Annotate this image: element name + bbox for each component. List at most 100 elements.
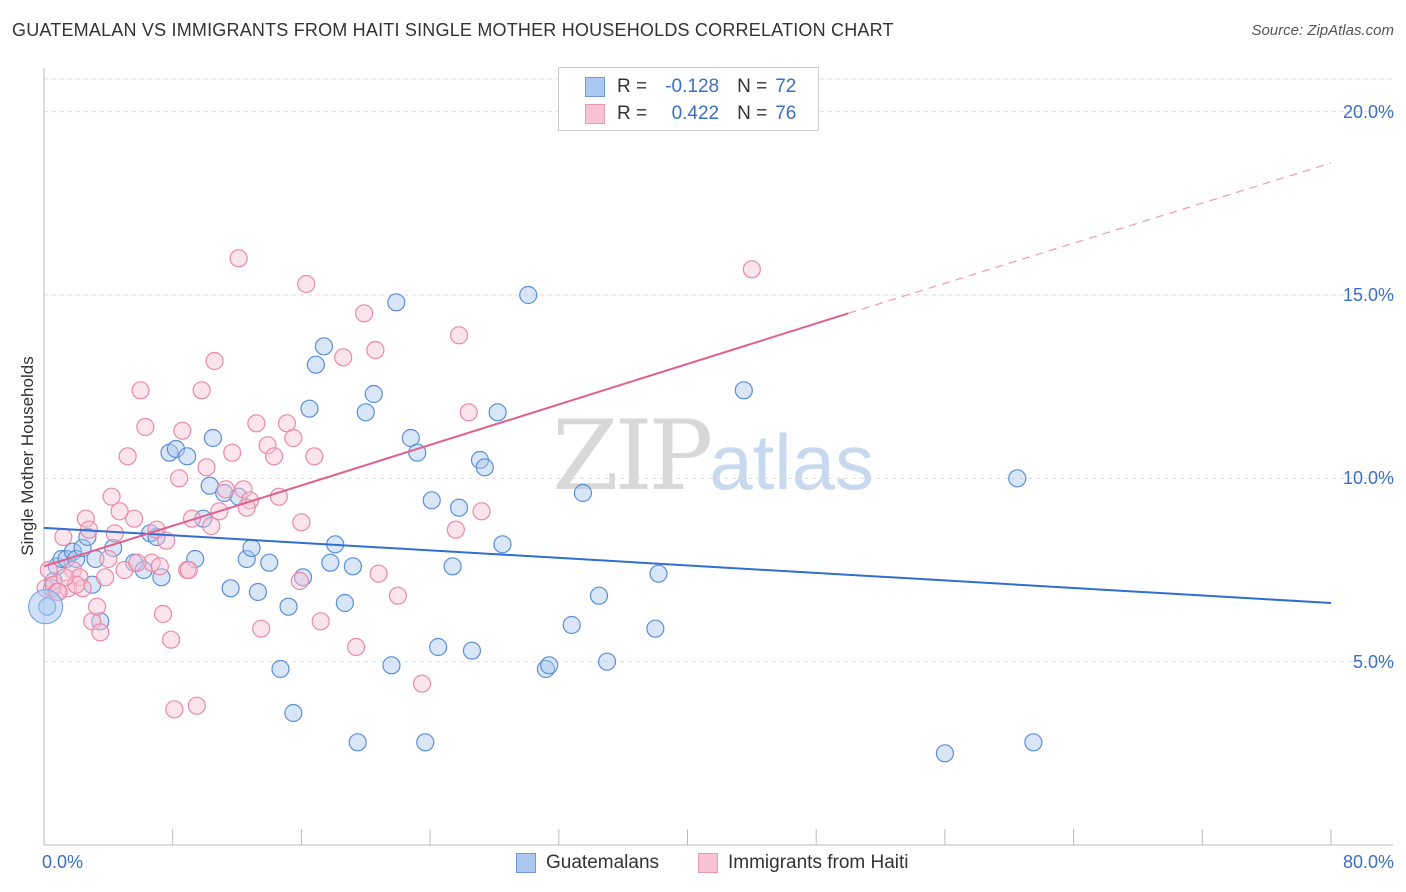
data-point-haiti	[290, 571, 309, 591]
data-point-haiti	[216, 480, 235, 499]
data-point-haiti	[170, 469, 189, 488]
data-point-guatemalans	[475, 458, 494, 477]
data-point-haiti	[252, 619, 271, 638]
bottom-legend-swatch-guatemalans	[516, 853, 536, 873]
data-point-haiti	[292, 513, 311, 532]
data-point-guatemalans	[1024, 733, 1043, 752]
data-point-haiti	[446, 520, 465, 539]
bottom-legend-swatch-haiti	[698, 853, 718, 873]
legend-n-label: N =	[737, 103, 768, 124]
data-point-haiti	[161, 630, 181, 649]
legend-swatch-guatemalans	[585, 77, 605, 97]
source-label: Source: ZipAtlas.com	[1251, 22, 1394, 39]
data-point-guatemalans	[221, 579, 240, 598]
bottom-legend-guatemalans: Guatemalans	[516, 852, 659, 874]
data-point-haiti	[366, 340, 385, 360]
data-point-guatemalans	[493, 535, 512, 554]
chart-title: GUATEMALAN VS IMMIGRANTS FROM HAITI SING…	[12, 20, 894, 40]
data-point-haiti	[99, 549, 118, 569]
data-point-haiti	[258, 436, 277, 455]
data-point-guatemalans	[462, 641, 482, 660]
data-point-haiti	[197, 458, 216, 477]
data-point-guatemalans	[242, 538, 261, 558]
data-point-haiti	[110, 502, 129, 521]
data-point-guatemalans	[364, 384, 383, 404]
data-point-haiti	[91, 623, 110, 642]
data-point-haiti	[355, 304, 374, 323]
trendline-haiti-extension	[848, 162, 1332, 314]
data-point-guatemalans	[78, 527, 97, 547]
data-point-guatemalans	[416, 733, 435, 752]
data-point-guatemalans	[166, 439, 186, 459]
data-point-guatemalans	[573, 483, 593, 503]
data-point-haiti	[269, 487, 288, 506]
data-point-haiti	[234, 480, 253, 499]
data-point-haiti	[87, 597, 107, 616]
data-point-haiti	[449, 326, 469, 345]
data-point-haiti	[150, 557, 169, 576]
y-tick-label: 10.0%	[1342, 468, 1394, 489]
data-point-haiti	[153, 604, 173, 624]
bottom-legend-label-guatemalans: Guatemalans	[546, 852, 660, 873]
legend-n-label: N =	[737, 76, 768, 97]
data-point-haiti	[247, 414, 266, 433]
data-point-haiti	[459, 403, 478, 422]
x-tick-label-max: 80.0%	[1342, 852, 1394, 872]
data-point-haiti	[742, 260, 761, 279]
data-point-haiti	[305, 447, 324, 466]
data-point-haiti	[54, 527, 73, 547]
data-point-haiti	[264, 447, 284, 466]
data-point-haiti	[412, 674, 432, 693]
data-point-guatemalans	[449, 498, 469, 517]
data-point-haiti	[205, 351, 224, 371]
data-point-guatemalans	[279, 597, 298, 616]
data-point-guatemalans	[248, 582, 268, 602]
data-point-haiti	[157, 531, 176, 550]
watermark-atlas: atlas	[709, 418, 874, 506]
data-point-guatemalans	[348, 733, 367, 752]
data-point-guatemalans	[203, 428, 223, 448]
data-point-guatemalans	[649, 564, 668, 583]
data-point-haiti	[179, 560, 198, 580]
data-point-haiti	[388, 586, 408, 605]
legend-row-haiti: R = 0.422 N = 76	[559, 101, 796, 127]
data-point-haiti	[334, 348, 353, 367]
data-point-guatemalans	[178, 447, 197, 466]
watermark: ZIPatlas	[552, 400, 874, 512]
data-point-guatemalans	[314, 337, 334, 356]
data-point-guatemalans	[387, 293, 406, 312]
data-point-haiti	[187, 696, 206, 715]
data-point-guatemalans	[422, 491, 441, 510]
data-point-guatemalans	[646, 619, 665, 638]
x-tick-label-min: 0.0%	[42, 852, 84, 872]
data-point-haiti	[192, 381, 211, 400]
data-point-guatemalans	[284, 703, 303, 723]
watermark-zip: ZIP	[552, 400, 713, 512]
y-tick-label: 15.0%	[1342, 285, 1394, 305]
data-point-guatemalans	[540, 656, 559, 675]
data-point-guatemalans	[488, 403, 507, 422]
data-point-haiti	[105, 524, 124, 543]
data-point-haiti	[118, 447, 137, 466]
legend-n-value: 72	[775, 76, 797, 97]
data-point-haiti	[202, 516, 221, 536]
data-point-guatemalans	[382, 656, 401, 675]
bottom-legend-haiti: Immigrants from Haiti	[698, 852, 909, 874]
data-point-guatemalans	[562, 615, 581, 635]
data-point-guatemalans	[271, 659, 290, 679]
data-point-guatemalans	[935, 744, 955, 763]
bottom-legend-label-haiti: Immigrants from Haiti	[728, 852, 909, 873]
data-point-guatemalans	[589, 586, 609, 605]
data-point-guatemalans	[306, 355, 325, 374]
data-point-guatemalans	[335, 593, 354, 613]
data-point-haiti	[102, 487, 121, 506]
legend-n-value: 76	[775, 103, 797, 124]
y-axis-label: Single Mother Households	[18, 356, 37, 556]
trendline-guatemalans	[43, 526, 1332, 604]
data-point-haiti	[67, 575, 86, 594]
data-point-haiti	[131, 381, 150, 400]
data-point-guatemalans	[343, 557, 362, 576]
data-point-guatemalans	[597, 652, 617, 671]
data-point-guatemalans	[356, 403, 375, 422]
